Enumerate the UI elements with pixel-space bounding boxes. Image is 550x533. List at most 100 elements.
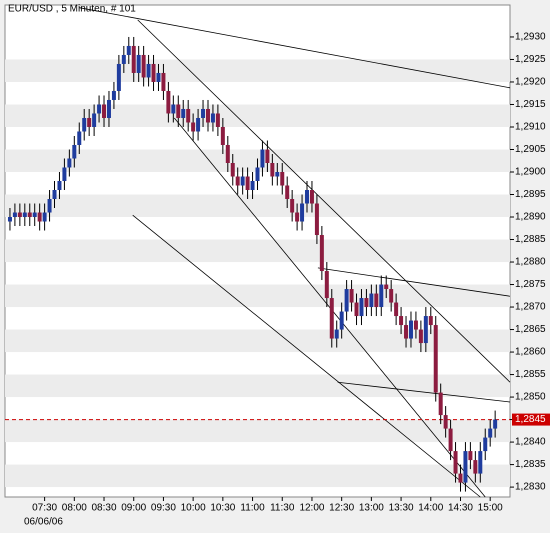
candle-body: [290, 199, 295, 213]
candle-body: [245, 176, 250, 191]
candle-body: [438, 392, 443, 416]
candle-body: [210, 113, 215, 123]
candle-body: [404, 325, 409, 339]
last-price-box: [512, 413, 550, 426]
candle-body: [309, 190, 314, 204]
candle-body: [270, 162, 275, 177]
y-tick-label: 1,2920: [515, 77, 546, 88]
trend-line: [79, 7, 511, 89]
x-tick-label: 11:30: [270, 503, 295, 514]
candle-body: [300, 203, 305, 222]
candle-body: [181, 108, 186, 118]
candle-body: [72, 144, 77, 159]
candle-body: [428, 316, 433, 326]
y-tick-label: 1,2830: [515, 482, 546, 493]
x-tick-label: 09:00: [121, 503, 146, 514]
y-tick-label: 1,2905: [515, 144, 546, 155]
x-tick-label: 14:30: [448, 503, 473, 514]
y-tick-label: 1,2865: [515, 324, 546, 335]
y-tick-label: 1,2880: [515, 257, 546, 268]
y-tick-label: 1,2850: [515, 392, 546, 403]
trend-line: [137, 19, 511, 383]
candle-body: [12, 212, 17, 218]
candle-body: [97, 104, 102, 114]
candle-body: [418, 329, 423, 344]
candle-body: [394, 302, 399, 317]
candle-body: [186, 108, 191, 123]
candle-body: [230, 162, 235, 177]
candle-body: [389, 289, 394, 303]
candle-body: [196, 117, 201, 132]
y-tick-label: 1,2840: [515, 437, 546, 448]
x-tick-label: 15:00: [478, 503, 503, 514]
candle-body: [201, 108, 206, 118]
candle-body: [62, 167, 67, 182]
grid-band: [5, 59, 510, 82]
candle-body: [369, 293, 374, 308]
candle-body: [250, 181, 255, 191]
candle-body: [364, 298, 369, 308]
y-tick-label: 1,2890: [515, 212, 546, 223]
candle-body: [52, 190, 57, 200]
candle-body: [399, 316, 404, 326]
trend-line: [132, 214, 481, 498]
candle-body: [27, 212, 32, 218]
candle-body: [37, 212, 42, 222]
y-tick-label: 1,2875: [515, 279, 546, 290]
candle-body: [166, 90, 171, 114]
candle-body: [275, 172, 280, 177]
candle-body: [413, 320, 418, 330]
candle-body: [225, 144, 230, 163]
candle-body: [191, 122, 196, 132]
candle-body: [141, 54, 146, 78]
candle-body: [483, 437, 488, 452]
candle-body: [32, 212, 37, 218]
candle-body: [121, 54, 126, 64]
candle-body: [359, 298, 364, 317]
candle-body: [240, 176, 245, 186]
candle-body: [458, 473, 463, 483]
candle-body: [448, 428, 453, 452]
candle-body: [423, 316, 428, 344]
x-tick-label: 13:30: [389, 503, 414, 514]
candle-body: [82, 117, 87, 132]
y-tick-label: 1,2930: [515, 32, 546, 43]
candle-body: [354, 302, 359, 317]
candle-body: [379, 284, 384, 308]
candle-body: [314, 203, 319, 236]
candle-body: [260, 149, 265, 168]
grid-band: [5, 284, 510, 308]
y-tick-label: 1,2910: [515, 122, 546, 133]
candle-body: [126, 45, 131, 55]
trend-line: [317, 267, 511, 297]
candle-body: [171, 104, 176, 114]
candle-body: [344, 289, 349, 312]
x-tick-label: 07:30: [32, 503, 57, 514]
y-tick-label: 1,2860: [515, 347, 546, 358]
candle-body: [161, 72, 166, 91]
x-tick-label: 12:30: [329, 503, 354, 514]
y-tick-label: 1,2900: [515, 167, 546, 178]
candle-body: [473, 460, 478, 474]
candle-body: [443, 415, 448, 429]
y-tick-label: 1,2885: [515, 234, 546, 245]
candle-body: [408, 320, 413, 339]
y-tick-label: 1,2835: [515, 459, 546, 470]
candle-body: [136, 54, 141, 73]
y-tick-label: 1,2855: [515, 369, 546, 380]
candle-body: [235, 176, 240, 186]
grid-band: [5, 104, 510, 127]
candle-body: [156, 72, 161, 82]
candle-body: [384, 284, 389, 290]
grid-band: [5, 194, 510, 218]
grid-band: [5, 239, 510, 263]
candle-body: [77, 131, 82, 145]
candle-body: [374, 293, 379, 308]
candle-body: [285, 185, 290, 200]
candle-body: [205, 108, 210, 123]
candle-body: [305, 190, 310, 204]
x-tick-label: 14:00: [418, 503, 443, 514]
candle-body: [334, 329, 339, 339]
x-tick-label: 08:30: [92, 503, 117, 514]
candle-body: [47, 199, 52, 213]
